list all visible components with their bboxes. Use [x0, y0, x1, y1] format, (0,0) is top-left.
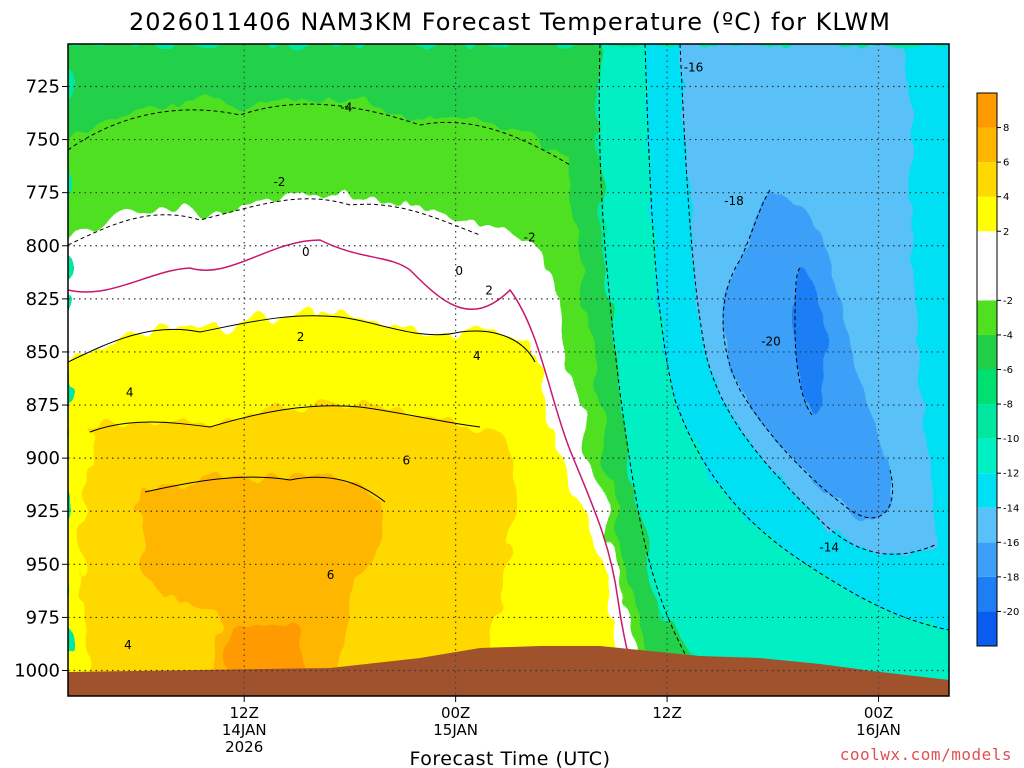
colorbar-label: 8: [1003, 123, 1009, 134]
colorbar-swatch: [977, 369, 997, 405]
x-axis: 12Z14JAN202600Z15JAN12Z00Z16JAN12Z: [222, 696, 901, 756]
x-tick-label: 15JAN: [433, 721, 478, 739]
colorbar-swatch: [977, 438, 997, 474]
plot-frame: [67, 43, 950, 697]
colorbar-label: -18: [1003, 572, 1019, 583]
colorbar-label: 6: [1003, 158, 1009, 169]
contour-label: 4: [126, 385, 134, 399]
x-tick-label: 00Z: [864, 704, 893, 722]
y-tick-label: 850: [26, 342, 60, 363]
y-tick-label: 925: [26, 501, 60, 522]
colorbar-swatch: [977, 404, 997, 439]
colorbar-swatch: [977, 542, 997, 577]
x-tick-label: 2026: [225, 738, 263, 756]
contour-label: 2: [485, 283, 493, 297]
contour-label: -16: [684, 60, 704, 74]
colorbar-label: -6: [1003, 365, 1013, 376]
x-tick-label: 12Z: [652, 704, 681, 722]
colorbar-label: -8: [1003, 400, 1013, 411]
colorbar-swatch: [977, 231, 997, 301]
contour-label: 4: [124, 638, 132, 652]
y-tick-label: 950: [26, 554, 60, 575]
contour-label: 4: [473, 349, 481, 363]
contour-label: -14: [819, 540, 839, 554]
contour-label: -2: [273, 175, 285, 189]
colorbar-label: -14: [1003, 503, 1019, 514]
colorbar-label: -16: [1003, 538, 1019, 549]
colorbar-label: -12: [1003, 469, 1019, 480]
colorbar-swatch: [977, 473, 997, 508]
grid-lines: [68, 44, 949, 696]
contour-label: -4: [340, 101, 352, 115]
y-tick-label: 750: [26, 130, 60, 151]
contour-line-zero: [68, 239, 641, 696]
y-tick-label: 1000: [14, 661, 60, 682]
band-minus-20: [795, 268, 827, 416]
colorbar-swatch: [977, 196, 997, 232]
contour-label: 6: [402, 453, 410, 467]
y-tick-label: 800: [26, 236, 60, 257]
contour-label: 6: [327, 568, 335, 582]
colorbar-swatch: [977, 300, 997, 335]
colorbar-label: -2: [1003, 296, 1013, 307]
x-tick-label: 00Z: [441, 704, 470, 722]
contour-label: -18: [724, 194, 744, 208]
y-tick-label: 900: [26, 448, 60, 469]
contour-line-solid: [68, 315, 536, 363]
colorbar-swatch: [977, 507, 997, 543]
contour-line-dashed: [68, 198, 481, 246]
chart-title: 2026011406 NAM3KM Forecast Temperature (…: [129, 8, 891, 36]
colorbar-swatch: [977, 611, 997, 646]
contour-label: 2: [297, 330, 305, 344]
contour-line-solid: [89, 405, 481, 433]
y-tick-label: 975: [26, 607, 60, 628]
x-axis-label: Forecast Time (UTC): [410, 748, 611, 768]
y-axis: 725 750 775 800 825 850 875 900 925 950 975 1000: [14, 76, 68, 682]
colorbar-swatch: [977, 334, 997, 370]
colorbar-label: -4: [1003, 330, 1013, 341]
contour-line-dashed: [68, 103, 571, 166]
contour-line-dashed: [679, 44, 936, 555]
contour-line-solid: [144, 476, 386, 503]
contour-label: -2: [524, 230, 536, 244]
y-tick-label: 775: [26, 183, 60, 204]
x-tick-label: 12Z: [230, 704, 259, 722]
y-tick-label: 875: [26, 395, 60, 416]
warm-bands: [68, 44, 710, 696]
credit-link[interactable]: coolwx.com/models: [840, 745, 1012, 764]
colorbar-swatch: [977, 576, 997, 612]
y-tick-label: 725: [26, 76, 60, 97]
y-tick-label: 825: [26, 289, 60, 310]
colorbar-swatch: [977, 162, 997, 197]
colorbar: 8 6 4 2 -2 -4 -6 -8 -10 -12 -14 -16 -18 -20: [976, 92, 1019, 647]
colorbar-label: 2: [1003, 227, 1009, 238]
colorbar-swatch: [977, 127, 997, 163]
contour-label: 0: [302, 245, 310, 259]
colorbar-swatch: [977, 93, 997, 128]
colorbar-label: -20: [1003, 607, 1019, 618]
contour-label: 0: [455, 264, 463, 278]
x-tick-label: 14JAN: [222, 721, 267, 739]
colorbar-label: 4: [1003, 192, 1009, 203]
colorbar-label: -10: [1003, 434, 1019, 445]
band-plus-6: [137, 475, 386, 696]
x-tick-label: 16JAN: [856, 721, 901, 739]
contour-line-dashed: [598, 44, 711, 696]
cold-bands: [599, 44, 949, 696]
contour-label: -20: [761, 334, 781, 348]
contour-line-dashed: [722, 189, 894, 519]
